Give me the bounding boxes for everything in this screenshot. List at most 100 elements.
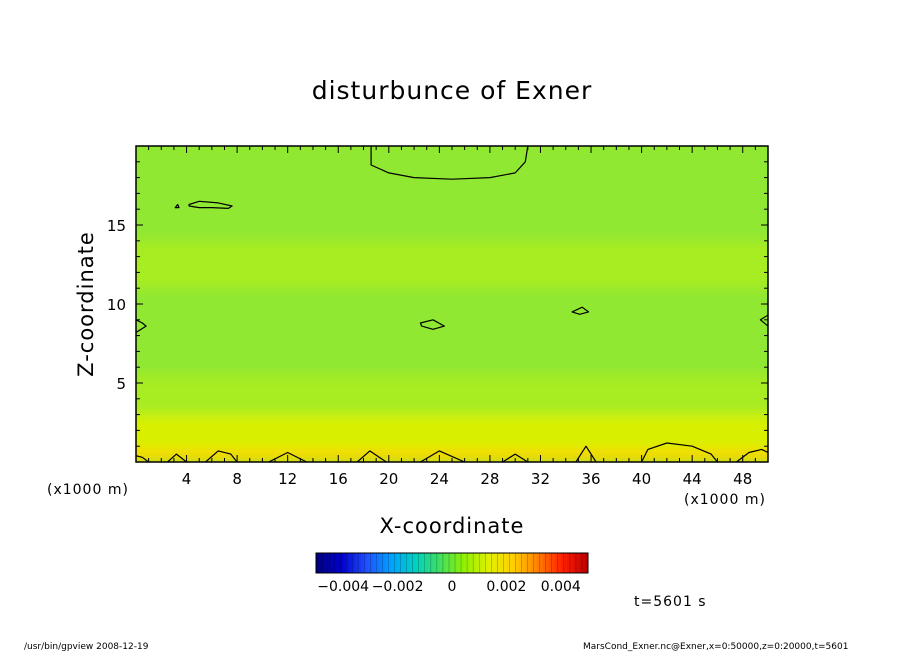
x-tick-label: 44	[683, 470, 702, 488]
colorbar-swatch	[334, 553, 338, 573]
heatmap-field	[136, 146, 768, 462]
colorbar-swatch	[406, 553, 410, 573]
colorbar-swatch	[418, 553, 423, 573]
colorbar-swatch	[485, 553, 489, 573]
colorbar-swatch	[355, 553, 359, 573]
contour-line-10	[136, 455, 149, 462]
colorbar-swatch	[340, 553, 344, 573]
colorbar-swatch	[566, 553, 571, 573]
field-band-3	[136, 288, 768, 376]
colorbar-swatch	[343, 553, 347, 573]
colorbar-swatch	[509, 553, 513, 573]
colorbar-swatch	[563, 553, 568, 573]
colorbar-swatch	[379, 553, 383, 573]
colorbar-swatch	[581, 553, 586, 573]
colorbar-swatch	[439, 553, 444, 573]
colorbar-swatch	[364, 553, 368, 573]
contour-line-3	[419, 319, 445, 330]
colorbar-swatch	[503, 553, 507, 573]
colorbar-swatch	[391, 553, 395, 573]
contour-line-6	[759, 314, 768, 327]
colorbar-swatch	[584, 553, 589, 573]
x-tick-label: 48	[733, 470, 752, 488]
colorbar-swatch	[403, 553, 407, 573]
colorbar-tick-label: −0.002	[372, 579, 424, 595]
contour-line-4	[571, 306, 590, 315]
colorbar-swatch	[382, 553, 386, 573]
x-tick-label: 40	[632, 470, 651, 488]
contour-line-2	[174, 203, 180, 209]
contour-line-16	[502, 453, 529, 462]
colorbar: −0.004 −0.002 0 0.002 0.004	[315, 552, 589, 595]
x-tick-label: 4	[182, 470, 192, 488]
colorbar-swatch	[455, 553, 459, 573]
contour-line-14	[356, 450, 387, 462]
colorbar-swatch	[491, 553, 495, 573]
colorbar-swatch	[548, 553, 553, 573]
colorbar-swatch	[497, 553, 501, 573]
x-unit-label-right: (x1000 m)	[684, 492, 766, 508]
colorbar-swatch	[560, 553, 565, 573]
colorbar-swatch	[551, 553, 556, 573]
colorbar-swatch	[458, 553, 462, 573]
colorbar-swatch	[412, 553, 417, 573]
colorbar-swatch	[476, 553, 480, 573]
colorbar-swatch	[433, 553, 438, 573]
colorbar-swatch	[575, 553, 580, 573]
colorbar-swatch	[316, 553, 320, 573]
colorbar-swatch	[554, 553, 559, 573]
colorbar-swatch	[325, 553, 329, 573]
chart-title: disturbunce of Exner	[311, 76, 593, 105]
colorbar-swatch	[385, 553, 389, 573]
colorbar-swatch	[436, 553, 441, 573]
colorbar-swatch	[376, 553, 380, 573]
colorbar-swatch	[473, 553, 477, 573]
colorbar-swatch	[448, 553, 453, 573]
colorbar-swatch	[352, 553, 356, 573]
colorbar-swatch	[500, 553, 504, 573]
colorbar-swatch	[421, 553, 426, 573]
colorbar-swatch	[358, 553, 362, 573]
colorbar-swatch	[361, 553, 365, 573]
colorbar-swatch	[518, 553, 522, 573]
footer-source: MarsCond_Exner.nc@Exner,x=0:50000,z=0:20…	[583, 642, 849, 652]
colorbar-swatch	[482, 553, 486, 573]
colorbar-swatch	[370, 553, 374, 573]
x-unit-label-left: (x1000 m)	[47, 482, 129, 498]
contour-line-7	[641, 442, 718, 462]
colorbar-swatch	[400, 553, 404, 573]
y-tick-label: 5	[116, 375, 126, 393]
colorbar-swatch	[409, 553, 414, 573]
colorbar-swatch	[373, 553, 377, 573]
contour-line-11	[167, 453, 187, 462]
colorbar-swatch	[319, 553, 323, 573]
contour-line-5	[136, 319, 147, 333]
colorbar-swatch	[542, 553, 546, 573]
colorbar-swatch	[578, 553, 583, 573]
colorbar-swatch	[427, 553, 432, 573]
x-tick-label: 12	[278, 470, 297, 488]
colorbar-swatch	[388, 553, 392, 573]
time-label: t=5601 s	[634, 594, 707, 610]
x-tick-label: 20	[379, 470, 398, 488]
colorbar-swatch	[479, 553, 483, 573]
colorbar-swatch	[415, 553, 420, 573]
contour-line-0	[370, 146, 529, 180]
x-axis-label: X-coordinate	[379, 514, 525, 538]
contour-line-1	[188, 200, 233, 209]
colorbar-swatch	[506, 553, 510, 573]
colorbar-tick-label: 0.004	[541, 579, 581, 595]
colorbar-swatch	[539, 553, 543, 573]
colorbar-swatch	[530, 553, 534, 573]
colorbar-swatch	[467, 553, 471, 573]
field-band-5	[136, 146, 768, 241]
colorbar-swatch	[569, 553, 574, 573]
field-band-0	[136, 449, 768, 462]
colorbar-swatch	[349, 553, 353, 573]
colorbar-swatch	[424, 553, 429, 573]
colorbar-swatch	[536, 553, 540, 573]
x-tick-label: 16	[329, 470, 348, 488]
y-tick-label: 15	[107, 217, 126, 235]
colorbar-swatch	[557, 553, 562, 573]
